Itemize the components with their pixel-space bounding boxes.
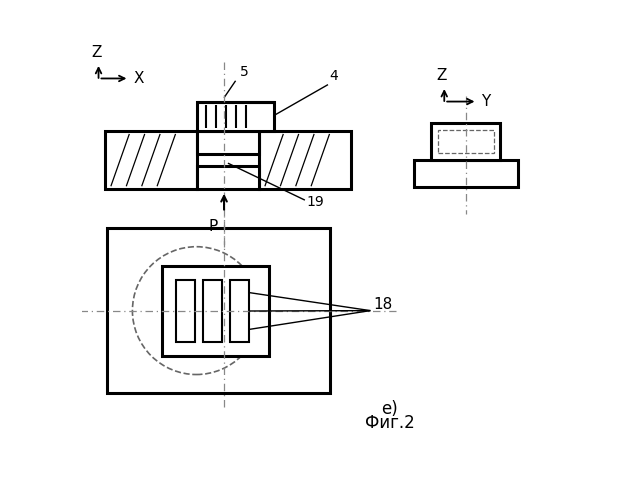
- Bar: [438, 130, 493, 153]
- Text: P: P: [209, 219, 218, 234]
- Text: e): e): [381, 400, 398, 418]
- Bar: [197, 131, 259, 154]
- Text: 18: 18: [373, 297, 393, 312]
- Text: 19: 19: [307, 195, 324, 209]
- Bar: [259, 131, 351, 189]
- Text: 5: 5: [239, 65, 248, 79]
- Bar: [105, 131, 197, 189]
- Bar: [163, 265, 269, 356]
- Bar: [414, 160, 518, 187]
- Text: Z: Z: [91, 45, 101, 60]
- Text: Фиг.2: Фиг.2: [365, 413, 415, 431]
- Text: Y: Y: [481, 94, 490, 109]
- Bar: [230, 280, 249, 342]
- Bar: [107, 228, 330, 393]
- Text: 4: 4: [330, 69, 339, 83]
- Bar: [431, 123, 500, 160]
- Bar: [197, 166, 259, 189]
- Bar: [204, 280, 221, 342]
- Text: Z: Z: [436, 68, 446, 83]
- Bar: [176, 280, 195, 342]
- Bar: [197, 102, 274, 131]
- Text: X: X: [133, 71, 144, 86]
